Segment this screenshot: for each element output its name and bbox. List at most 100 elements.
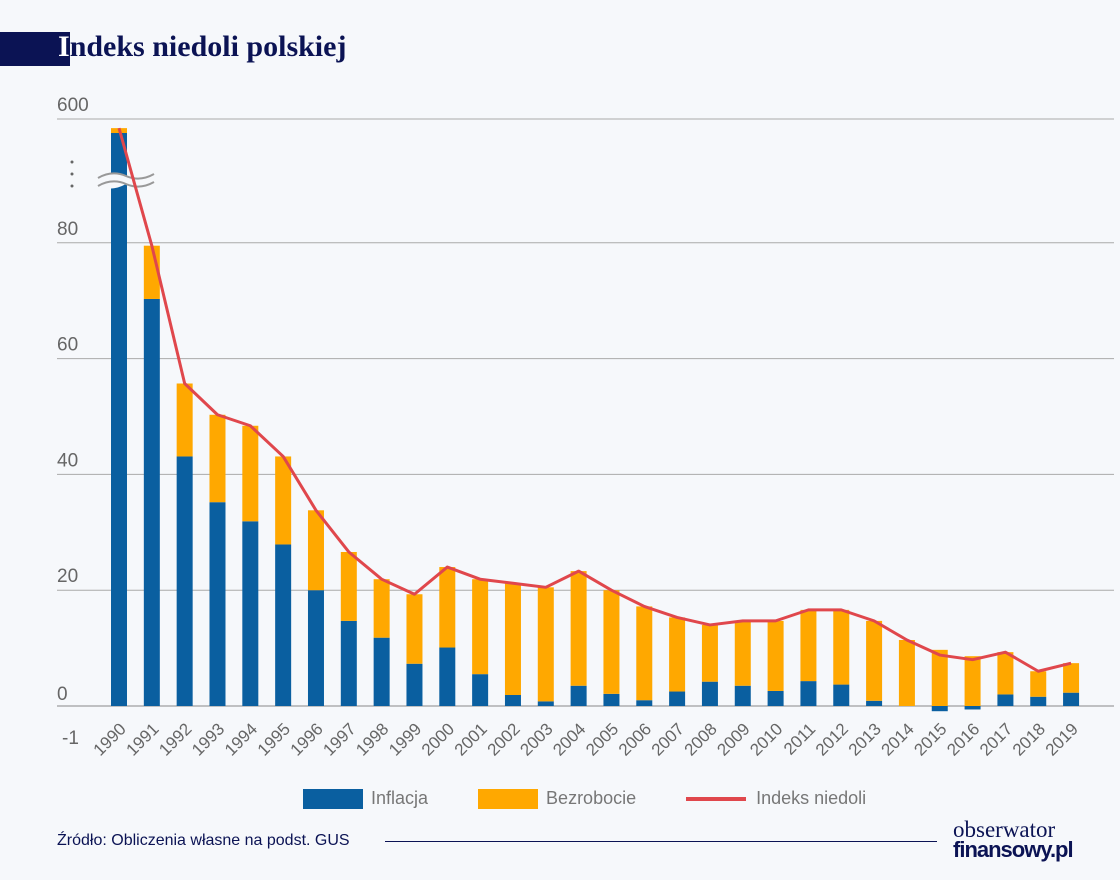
bar-unemployment xyxy=(307,510,324,591)
bar-inflation xyxy=(866,700,883,706)
axis-break-dot xyxy=(70,160,74,164)
x-tick-label: 1998 xyxy=(352,719,392,759)
bar-inflation xyxy=(176,456,193,706)
bar-inflation xyxy=(1063,692,1080,706)
x-tick-label: 2013 xyxy=(845,719,885,759)
legend-line-index xyxy=(686,796,747,801)
bar-inflation xyxy=(636,700,653,706)
bar-inflation xyxy=(570,685,587,706)
bar-unemployment xyxy=(603,590,620,694)
bar-unemployment xyxy=(406,594,423,664)
bar-inflation xyxy=(373,637,390,706)
x-tick-label: 1996 xyxy=(287,719,327,759)
y-tick-label: 20 xyxy=(57,566,78,587)
bar-unemployment xyxy=(570,571,587,686)
bar-inflation xyxy=(964,706,981,710)
bar-inflation xyxy=(701,681,718,706)
bar-unemployment xyxy=(472,579,489,675)
y-tick-label: 60 xyxy=(57,335,78,356)
bar-inflation xyxy=(275,544,292,706)
legend: Inflacja Bezrobocie Indeks niedoli xyxy=(303,788,916,809)
bar-unemployment xyxy=(767,620,784,691)
x-tick-label: 2011 xyxy=(780,719,819,758)
bar-unemployment xyxy=(537,587,554,702)
bar-inflation xyxy=(1030,696,1047,706)
bar-inflation xyxy=(833,684,850,706)
logo: obserwator finansowy.pl xyxy=(953,817,1074,861)
bar-inflation xyxy=(111,133,127,706)
bar-unemployment xyxy=(833,609,850,685)
x-tick-label: 2005 xyxy=(582,719,622,759)
y-tick-label: 600 xyxy=(57,95,89,116)
bar-unemployment xyxy=(340,551,357,621)
y-tick-label: 80 xyxy=(57,219,78,240)
bar-inflation xyxy=(603,693,620,706)
bar-inflation xyxy=(767,690,784,706)
bar-unemployment xyxy=(1063,663,1080,693)
legend-swatch-inflation xyxy=(303,788,363,809)
bar-inflation xyxy=(340,620,357,706)
bar-inflation xyxy=(997,694,1014,706)
legend-label: Bezrobocie xyxy=(546,788,637,808)
source-note: Źródło: Obliczenia własne na podst. GUS xyxy=(57,832,350,849)
x-tick-label: 2017 xyxy=(976,719,1016,759)
bar-unemployment xyxy=(209,414,226,503)
legend-swatch-unemployment xyxy=(478,788,539,809)
bar-unemployment xyxy=(931,649,948,706)
x-tick-label: 2012 xyxy=(812,719,852,759)
x-tick-label: 2015 xyxy=(910,719,950,759)
bar-inflation xyxy=(307,590,324,706)
x-tick-label: 2006 xyxy=(615,719,655,759)
x-tick-label: 2016 xyxy=(943,719,983,759)
bar-unemployment xyxy=(669,617,686,692)
bar-inflation xyxy=(472,674,489,706)
x-tick-label: 1990 xyxy=(90,719,130,759)
bar-unemployment xyxy=(636,606,653,701)
bar-inflation xyxy=(537,701,554,706)
logo-line1: obserwator xyxy=(953,817,1056,842)
bar-unemployment xyxy=(242,425,259,522)
x-tick-label: 1995 xyxy=(254,719,294,759)
bar-unemployment xyxy=(176,383,193,457)
line-index xyxy=(117,127,1072,673)
title-accent-bar xyxy=(0,32,70,66)
x-tick-label: 2003 xyxy=(516,719,556,759)
x-tick-label: 1992 xyxy=(155,719,195,759)
x-tick-label: 2004 xyxy=(549,719,589,759)
axis-break-mark xyxy=(97,180,155,188)
bar-unemployment xyxy=(866,620,883,701)
source-divider xyxy=(385,841,937,842)
x-tick-label: 2001 xyxy=(451,719,491,759)
bar-unemployment xyxy=(373,579,390,638)
title-rest: ndeks niedoli polskiej xyxy=(69,30,347,63)
legend-item-inflation: Inflacja xyxy=(303,788,428,809)
x-tick-label: 2014 xyxy=(878,719,918,759)
axis-break-dot xyxy=(70,172,74,176)
bar-inflation xyxy=(931,706,948,712)
legend-label: Indeks niedoli xyxy=(756,788,867,808)
bar-unemployment xyxy=(734,620,751,686)
axis-break-fill xyxy=(98,173,154,189)
bar-inflation xyxy=(406,663,423,706)
legend-item-unemployment: Bezrobocie xyxy=(478,788,636,809)
chart-title: Indeks niedoli polskiej xyxy=(58,30,346,64)
bar-unemployment xyxy=(275,456,292,545)
bar-unemployment xyxy=(439,567,456,648)
x-tick-label: 2018 xyxy=(1009,719,1049,759)
legend-label: Inflacja xyxy=(371,788,429,808)
bar-inflation xyxy=(143,298,160,706)
title-first-letter: I xyxy=(58,30,70,63)
x-tick-label: 2019 xyxy=(1042,719,1082,759)
axis-break-mark xyxy=(97,172,155,180)
bar-unemployment xyxy=(964,656,981,706)
x-tick-label: 2002 xyxy=(484,719,524,759)
bar-inflation xyxy=(669,691,686,706)
x-tick-label: 2008 xyxy=(681,719,721,759)
bar-inflation xyxy=(439,647,456,706)
bar-inflation xyxy=(242,521,259,706)
x-tick-label: 2009 xyxy=(713,719,753,759)
y-tick-label: -1 xyxy=(62,728,79,749)
bar-inflation xyxy=(504,694,521,706)
